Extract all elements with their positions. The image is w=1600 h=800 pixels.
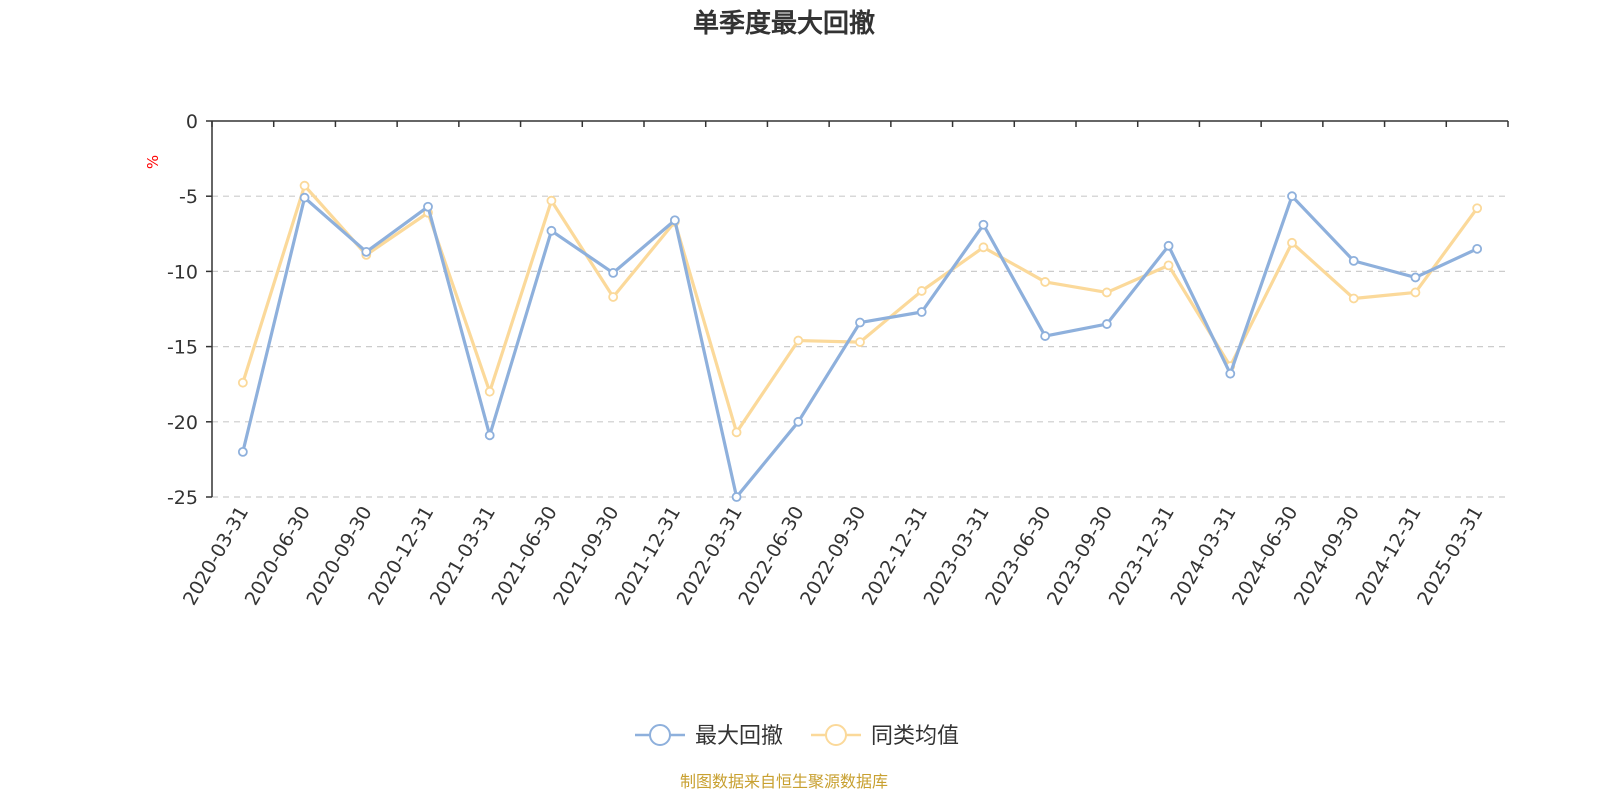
data-point	[546, 195, 557, 206]
x-tick-label: 2024-03-31	[1166, 503, 1240, 610]
series-2	[237, 180, 1483, 438]
data-point	[484, 430, 495, 441]
series-line	[241, 184, 1479, 434]
y-tick-label: 0	[186, 111, 198, 133]
data-point	[237, 377, 248, 388]
y-tick-label: -25	[167, 487, 198, 509]
y-tick-label: -10	[167, 261, 198, 283]
x-tick-label: 2023-06-30	[981, 503, 1055, 610]
data-point	[1472, 203, 1483, 214]
legend-item-1[interactable]: 最大回撤	[635, 724, 783, 749]
data-point	[423, 201, 433, 212]
data-point	[793, 335, 804, 346]
data-point	[1225, 368, 1236, 379]
data-point	[855, 317, 865, 328]
data-point	[1163, 240, 1174, 251]
y-tick-label: -20	[167, 412, 198, 434]
x-tick-label: 2020-09-30	[302, 503, 376, 610]
x-tick-label: 2020-06-30	[241, 503, 315, 610]
x-tick-label: 2022-12-31	[858, 503, 932, 610]
x-tick-label: 2021-12-31	[611, 503, 685, 610]
data-point	[731, 492, 742, 502]
x-tick-label: 2022-06-30	[734, 503, 808, 610]
x-tick-label: 2023-09-30	[1043, 503, 1117, 610]
data-point	[1287, 237, 1297, 248]
chart-title: 单季度最大回撤	[693, 8, 875, 39]
x-tick-label: 2023-12-31	[1105, 503, 1179, 610]
data-point	[1040, 331, 1051, 341]
x-tick-label: 2021-03-31	[426, 503, 500, 610]
data-point	[361, 246, 372, 257]
x-tick-label: 2022-03-31	[673, 503, 747, 610]
x-tick-label: 2022-09-30	[796, 503, 870, 610]
data-point	[546, 225, 557, 236]
data-point	[978, 242, 989, 253]
data-point	[1348, 293, 1359, 304]
data-point	[1472, 243, 1483, 254]
data-point	[299, 192, 310, 203]
data-point	[978, 219, 989, 230]
series-layer	[237, 180, 1483, 502]
data-point	[1101, 287, 1112, 298]
x-tick-label: 2023-03-31	[919, 503, 993, 610]
legend[interactable]: 最大回撤 同类均值	[635, 724, 959, 749]
data-point	[1163, 260, 1174, 271]
data-point	[608, 268, 619, 278]
data-point	[1410, 272, 1421, 283]
y-tick-label: -15	[167, 337, 198, 359]
data-point	[1348, 255, 1359, 266]
y-axis-unit: %	[144, 155, 162, 169]
data-point	[669, 215, 680, 226]
data-point	[299, 180, 310, 191]
x-tick-label: 2021-06-30	[487, 503, 561, 610]
data-point	[237, 446, 248, 457]
x-tick-label: 2025-03-31	[1413, 503, 1487, 610]
x-tick-label: 2024-06-30	[1228, 503, 1302, 610]
data-point	[1101, 319, 1112, 329]
series-1	[237, 191, 1483, 502]
data-source-note: 制图数据来自恒生聚源数据库	[680, 772, 888, 791]
x-tick-label: 2024-09-30	[1290, 503, 1364, 610]
data-point	[855, 337, 865, 347]
legend-label: 最大回撤	[695, 724, 783, 749]
x-tick-label: 2021-09-30	[549, 503, 623, 610]
data-point	[484, 386, 495, 397]
data-point	[793, 416, 804, 427]
legend-item-2[interactable]: 同类均值	[811, 724, 959, 749]
x-tick-label: 2020-12-31	[364, 503, 438, 610]
data-point	[1287, 191, 1297, 202]
data-point	[916, 286, 927, 296]
data-point	[916, 307, 927, 317]
data-point	[731, 427, 742, 438]
data-point	[608, 292, 619, 302]
x-tick-label: 2024-12-31	[1351, 503, 1425, 610]
data-point	[1410, 287, 1421, 298]
legend-marker-icon	[825, 724, 847, 746]
x-tick-label: 2020-03-31	[179, 503, 253, 610]
legend-label: 同类均值	[871, 724, 959, 749]
y-tick-label: -5	[179, 186, 198, 208]
legend-marker-icon	[649, 724, 671, 746]
data-point	[1040, 277, 1051, 287]
